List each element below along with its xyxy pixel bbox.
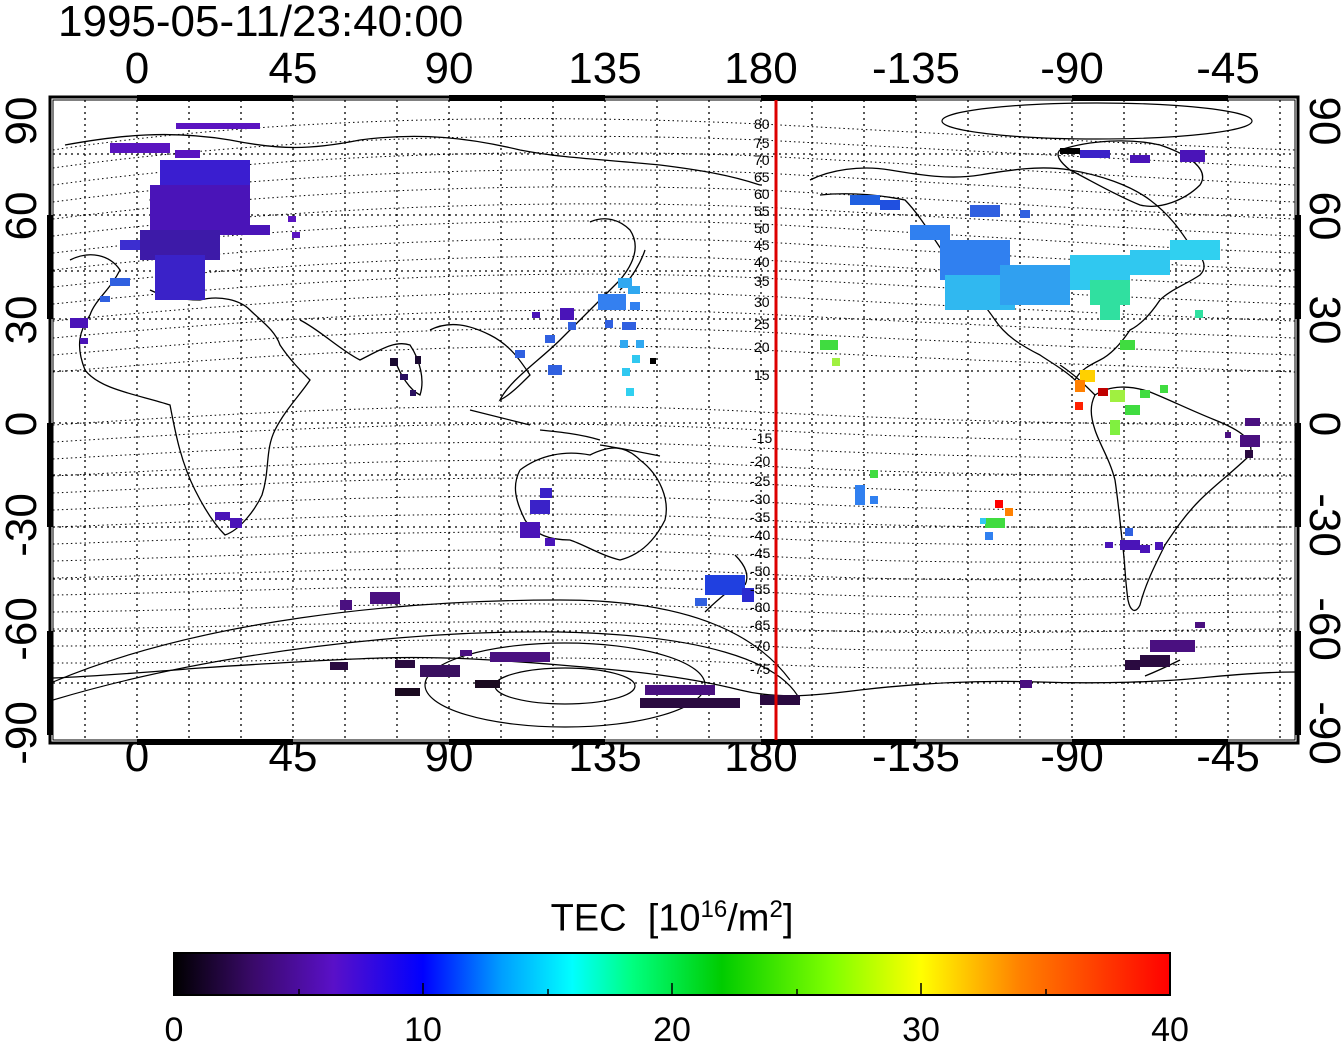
top-lon-tick: -45 (1196, 44, 1260, 93)
polar-contours (53, 102, 1253, 728)
contour-label: -55 (750, 581, 770, 597)
top-lon-tick: 135 (568, 44, 642, 93)
top-lon-tick: 45 (268, 44, 318, 93)
contour-label: 30 (754, 294, 770, 310)
contour-label: -60 (750, 599, 770, 615)
map-inner-frame (52, 99, 1296, 741)
timestamp-title: 1995-05-11/23:40:00 (58, 0, 464, 46)
top-lon-tick: -90 (1040, 44, 1104, 93)
colorbar-tick-label: 10 (404, 1011, 442, 1049)
contour-label: -30 (750, 491, 770, 507)
colorbar-title: TEC [1016/m2] (550, 896, 794, 940)
contour-label: 55 (754, 203, 770, 219)
top-lon-tick: 90 (424, 44, 474, 93)
colorbar-tick-label: 20 (653, 1011, 691, 1049)
contour-label: 70 (754, 152, 770, 168)
contour-label: 45 (754, 237, 770, 253)
contour-label: -15 (752, 430, 772, 446)
contour-label: -50 (750, 563, 770, 579)
contour-label: 80 (754, 116, 770, 132)
colorbar-ticks (298, 983, 1047, 995)
contour-label: -25 (750, 473, 770, 489)
contour-label: 65 (754, 169, 770, 185)
contour-label: -40 (750, 527, 770, 543)
frame-tick-bars (47, 95, 1301, 745)
contour-label: 40 (754, 254, 770, 270)
contour-label: 50 (754, 220, 770, 236)
top-lon-tick: 180 (724, 44, 798, 93)
contour-label: -35 (750, 509, 770, 525)
contour-label: 35 (754, 273, 770, 289)
contour-label: 20 (754, 339, 770, 355)
colorbar-tick-label: 30 (902, 1011, 940, 1049)
contour-label: -75 (750, 661, 770, 677)
top-lon-tick: 0 (124, 44, 150, 93)
colorbar-tick-label: 40 (1151, 1011, 1189, 1049)
contour-label: 60 (754, 186, 770, 202)
contour-label: -45 (750, 545, 770, 561)
contour-label: 25 (754, 316, 770, 332)
magnetic-contours (53, 118, 1295, 669)
top-lon-tick: -135 (871, 44, 961, 93)
contour-label: -20 (750, 453, 770, 469)
contour-label: -70 (750, 638, 770, 654)
contour-label: -65 (750, 617, 770, 633)
contour-label: 75 (754, 135, 770, 151)
colorbar-tick-label: 0 (164, 1011, 184, 1049)
graticule-grid (53, 100, 1295, 740)
tec-data-pixels (70, 123, 1260, 708)
contour-label: 15 (754, 367, 770, 383)
